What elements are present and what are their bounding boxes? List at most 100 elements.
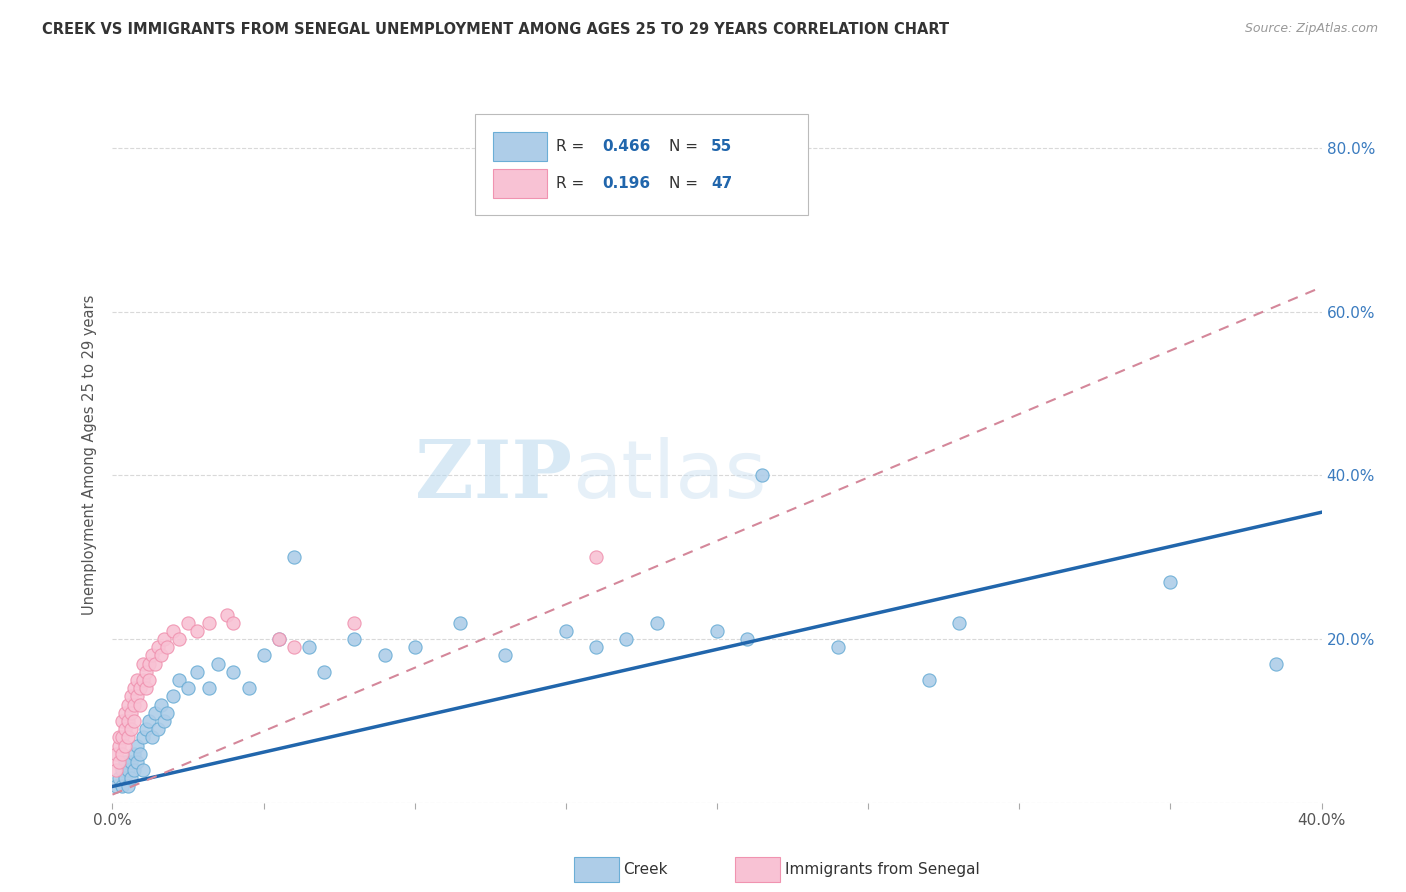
Point [141,731,163,745]
Point [616,632,638,646]
Point [162,690,184,704]
Point [107,755,129,769]
Point [1265,657,1288,671]
Point [138,673,160,687]
Point [177,681,200,696]
Text: ZIP: ZIP [415,437,572,515]
Point [125,690,148,704]
Point [110,714,132,728]
Point [114,755,136,769]
Point [128,747,150,761]
Point [153,632,176,646]
Point [122,698,145,712]
FancyBboxPatch shape [494,132,547,161]
Point [104,763,127,777]
Point [138,714,160,728]
Point [283,550,305,565]
Point [114,739,136,753]
Point [122,681,145,696]
Point [314,665,336,679]
Point [120,690,142,704]
Point [125,739,148,753]
Point [146,722,169,736]
Point [135,681,157,696]
FancyBboxPatch shape [475,114,807,215]
Point [120,755,142,769]
Point [143,657,166,671]
Point [135,665,157,679]
Point [104,747,127,761]
Point [107,731,129,745]
Point [120,771,142,785]
Point [110,780,132,794]
Text: CREEK VS IMMIGRANTS FROM SENEGAL UNEMPLOYMENT AMONG AGES 25 TO 29 YEARS CORRELAT: CREEK VS IMMIGRANTS FROM SENEGAL UNEMPLO… [42,22,949,37]
Point [167,673,190,687]
Point [449,615,471,630]
Point [222,615,245,630]
Point [267,632,290,646]
Point [132,731,155,745]
Text: R =: R = [557,139,589,154]
Point [143,706,166,720]
Point [117,731,139,745]
Point [374,648,396,663]
Point [1159,574,1181,589]
Point [114,706,136,720]
Text: Creek: Creek [623,863,668,877]
Point [177,615,200,630]
Point [253,648,276,663]
Point [128,698,150,712]
Point [298,640,321,655]
Text: Immigrants from Senegal: Immigrants from Senegal [785,863,980,877]
Point [585,550,607,565]
Point [737,632,759,646]
Point [751,468,773,483]
Point [120,722,142,736]
Text: 47: 47 [711,176,733,191]
Point [585,640,607,655]
Point [146,640,169,655]
Point [495,648,517,663]
Point [238,681,260,696]
Point [554,624,576,638]
Text: R =: R = [557,176,589,191]
Point [122,763,145,777]
Text: N =: N = [669,139,703,154]
Text: 0.466: 0.466 [602,139,651,154]
Point [128,681,150,696]
Point [918,673,941,687]
Point [222,665,245,679]
Point [125,755,148,769]
Point [645,615,668,630]
Text: 55: 55 [711,139,733,154]
Point [167,632,190,646]
Point [149,648,172,663]
Point [404,640,426,655]
Point [343,615,366,630]
Point [114,771,136,785]
Point [343,632,366,646]
Text: atlas: atlas [572,437,766,515]
Point [107,771,129,785]
Point [948,615,970,630]
Point [117,763,139,777]
Point [122,747,145,761]
Point [217,607,239,622]
Point [110,763,132,777]
Point [283,640,305,655]
Point [117,714,139,728]
Point [198,615,221,630]
Point [135,722,157,736]
Point [156,640,179,655]
Point [120,706,142,720]
Point [162,624,184,638]
Text: 0.196: 0.196 [602,176,651,191]
Point [141,648,163,663]
Point [132,763,155,777]
Point [186,624,208,638]
Point [117,780,139,794]
Point [186,665,208,679]
Point [125,673,148,687]
Point [104,780,127,794]
Point [827,640,849,655]
